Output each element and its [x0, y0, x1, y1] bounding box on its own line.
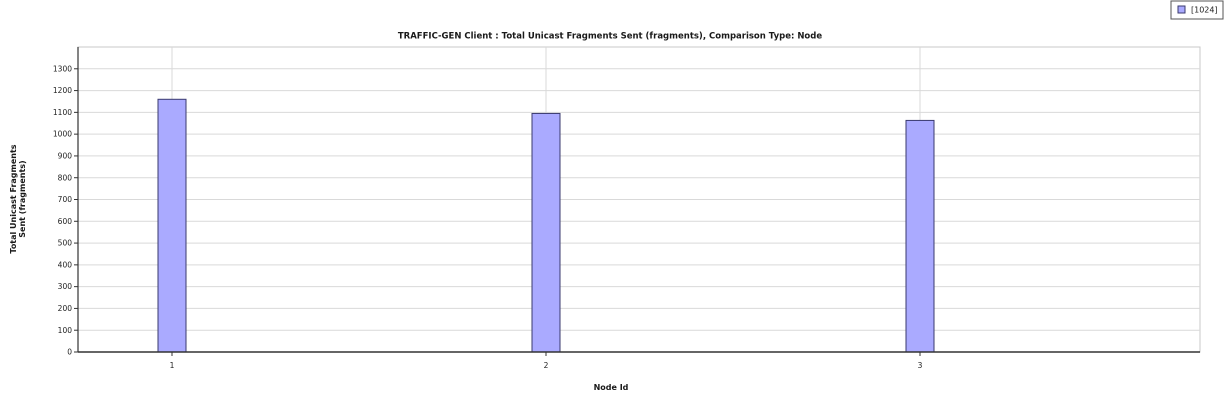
x-tick-label-2: 3 — [918, 361, 923, 370]
y-tick-label-9: 900 — [58, 152, 73, 161]
y-tick-label-12: 1200 — [53, 86, 72, 95]
y-tick-label-3: 300 — [58, 282, 73, 291]
x-axis-label: Node Id — [594, 383, 629, 392]
y-tick-label-2: 200 — [58, 304, 73, 313]
y-tick-label-11: 1100 — [53, 108, 72, 117]
chart-title: TRAFFIC-GEN Client : Total Unicast Fragm… — [398, 32, 822, 42]
y-tick-label-6: 600 — [58, 217, 73, 226]
legend-swatch — [1177, 5, 1186, 14]
y-tick-label-13: 1300 — [53, 64, 72, 73]
x-tick-label-1: 2 — [544, 361, 549, 370]
y-axis-label-line-1: Total Unicast Fragments — [9, 144, 18, 253]
y-tick-label-0: 0 — [67, 348, 72, 357]
x-tick-label-0: 1 — [170, 361, 175, 370]
y-tick-label-10: 1000 — [53, 130, 72, 139]
bars — [157, 98, 935, 353]
y-tick-label-5: 500 — [58, 239, 73, 248]
legend: [1024] — [1170, 0, 1224, 20]
bar-node-3 — [905, 119, 935, 353]
bar-node-2 — [531, 112, 561, 353]
legend-label: [1024] — [1191, 6, 1218, 15]
y-ticks: 0 100 200 300 400 500 600 700 800 900 1000 1100 1200… — [53, 64, 78, 357]
x-ticks: 1 2 3 — [170, 352, 923, 370]
y-tick-label-7: 700 — [58, 195, 73, 204]
y-tick-label-1: 100 — [58, 326, 73, 335]
y-tick-label-8: 800 — [58, 173, 73, 182]
y-axis-label-line-2: Sent (fragments) — [18, 160, 27, 237]
plot-area: 0 100 200 300 400 500 600 700 800 900 1000 1100 1200… — [53, 46, 1201, 370]
y-axis-label: Total Unicast Fragments Sent (fragments) — [9, 144, 27, 253]
bar-node-1 — [157, 98, 187, 353]
y-tick-label-4: 400 — [58, 260, 73, 269]
